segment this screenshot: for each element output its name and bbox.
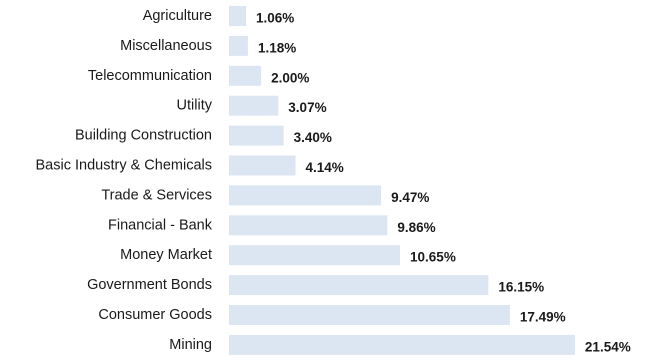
value-label-4: 3.40% [294,130,332,145]
value-label-0: 1.06% [256,11,294,26]
category-label-1: Miscellaneous [120,38,212,54]
category-label-2: Telecommunication [88,68,212,84]
bar-3 [229,95,279,116]
bar-7 [229,215,388,236]
bar-8 [229,245,401,266]
bar-6 [229,185,382,206]
bar-0 [229,6,247,26]
category-label-11: Mining [169,337,212,353]
category-labels-group: Agriculture Miscellaneous Telecommunicatio… [36,8,213,353]
category-label-6: Trade & Services [101,187,212,203]
value-label-11: 21.54% [585,339,631,354]
category-label-9: Government Bonds [87,277,212,293]
value-label-10: 17.49% [520,310,566,325]
value-label-6: 9.47% [391,190,429,205]
bar-1 [229,35,248,56]
bar-2 [229,65,262,86]
value-label-5: 4.14% [305,160,343,175]
category-label-10: Consumer Goods [98,307,212,323]
category-label-8: Money Market [120,247,212,263]
bar-9 [229,275,489,296]
bar-11 [229,334,575,355]
bar-10 [229,305,510,325]
value-label-9: 16.15% [498,280,544,295]
value-labels-group: 1.06% 1.18% 2.00% 3.07% 3.40% 4.14% 9.47% 9.86%… [256,11,631,355]
category-label-4: Building Construction [75,128,212,144]
category-label-7: Financial - Bank [108,217,213,233]
category-label-0: Agriculture [143,8,212,24]
value-label-2: 2.00% [271,70,309,85]
category-label-3: Utility [177,98,213,114]
value-label-7: 9.86% [397,220,435,235]
value-label-1: 1.18% [258,40,296,55]
bars-group [229,6,575,355]
value-label-3: 3.07% [288,100,326,115]
value-label-8: 10.65% [410,250,456,265]
bar-5 [229,155,296,176]
bar-4 [229,125,284,146]
category-label-5: Basic Industry & Chemicals [36,158,212,174]
